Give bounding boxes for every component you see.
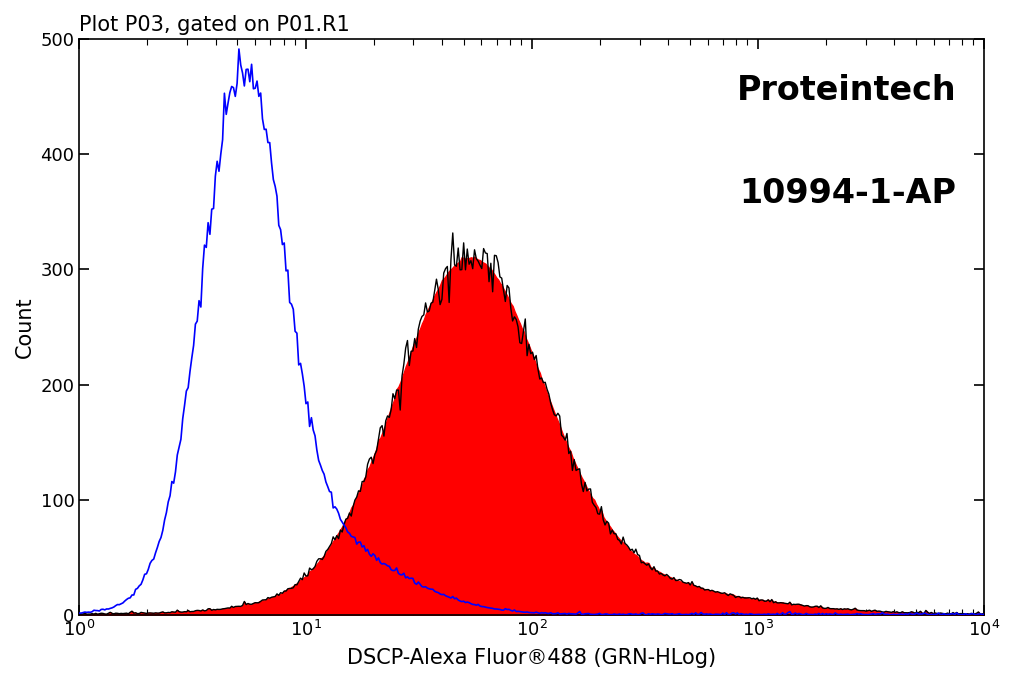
Y-axis label: Count: Count: [15, 296, 35, 358]
Text: 10994-1-AP: 10994-1-AP: [740, 178, 957, 210]
Text: Proteintech: Proteintech: [737, 74, 957, 107]
X-axis label: DSCP-Alexa Fluor®488 (GRN-HLog): DSCP-Alexa Fluor®488 (GRN-HLog): [347, 648, 717, 668]
Text: Plot P03, gated on P01.R1: Plot P03, gated on P01.R1: [79, 15, 350, 35]
